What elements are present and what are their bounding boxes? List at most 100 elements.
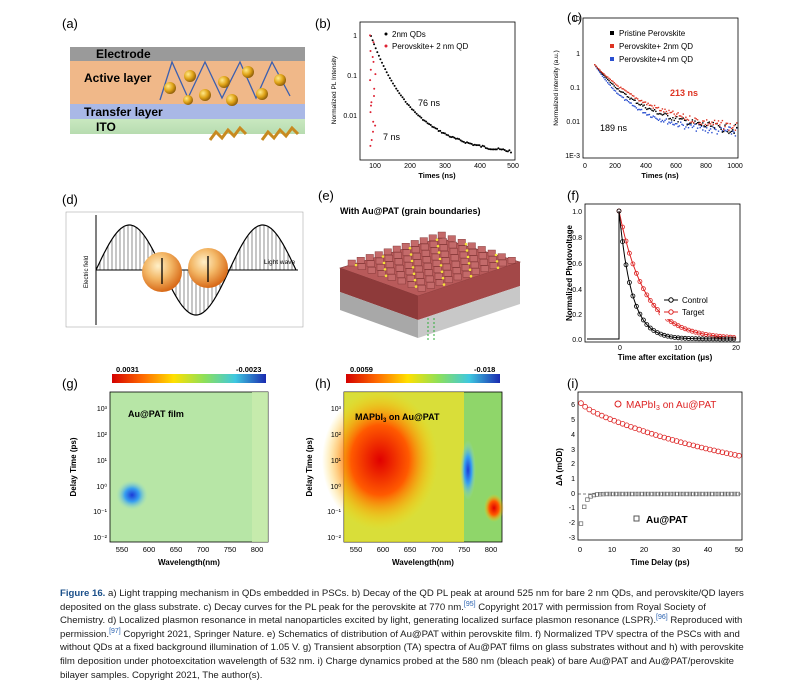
decay-point-2nm	[673, 113, 675, 115]
panel-g: (g) 0.0031 -0.0023 Au@PAT film Delay Tim…	[62, 365, 269, 567]
title-e: With Au@PAT (grain boundaries)	[340, 206, 481, 216]
ytick-i: 1	[571, 476, 575, 483]
decay-point-pristine	[631, 98, 634, 100]
ytick-f: 0.4	[572, 287, 582, 294]
dynamics-point-aupat	[722, 491, 728, 497]
decay-point-2nm	[505, 150, 508, 153]
tpv-control-point	[620, 239, 625, 245]
xtick-c: 600	[670, 163, 682, 170]
decay-point-2nm	[669, 111, 671, 114]
incident-light-wave-1	[208, 125, 248, 141]
decay-point-perovskite	[369, 144, 372, 147]
decay-point-2nm	[736, 122, 738, 124]
decay-point-2nm	[478, 144, 481, 147]
decay-point-4nm	[635, 107, 638, 109]
tpv-control-point	[724, 336, 730, 342]
decay-point-2nm	[453, 136, 456, 139]
decay-point-perovskite	[369, 34, 371, 37]
grain-block	[419, 237, 428, 244]
ytick-h: 10⁻²	[327, 535, 341, 542]
xlabel-i: Time Delay (ps)	[631, 558, 690, 567]
panel-h: (h) 0.0059 -0.018 MAPbI3 on Au@PAT Delay…	[305, 365, 504, 567]
decay-point-2nm	[488, 148, 490, 151]
decay-point-4nm	[713, 128, 716, 130]
decay-point-perovskite	[374, 73, 377, 76]
decay-point-4nm	[629, 102, 631, 104]
decay-point-4nm	[716, 133, 718, 135]
decay-data-c	[594, 64, 738, 137]
dynamics-point-aupat	[658, 491, 664, 497]
au-pat-particle	[469, 274, 473, 278]
decay-point-4nm	[652, 115, 654, 117]
decay-point-pristine	[707, 122, 709, 124]
decay-point-pristine	[672, 117, 674, 119]
dynamics-point-aupat	[726, 491, 731, 497]
dynamics-point-aupat	[633, 491, 638, 497]
legend-marker-b-red	[384, 44, 388, 48]
decay-point-2nm	[596, 66, 598, 69]
decay-point-perovskite	[372, 60, 375, 63]
ylabel-f: Normalized Photovoltage	[565, 224, 574, 321]
decay-point-4nm	[633, 105, 635, 107]
tpv-control-point	[682, 335, 688, 341]
decay-point-2nm	[475, 144, 478, 147]
decay-point-4nm	[711, 131, 713, 134]
dynamics-point-aupat	[601, 491, 606, 497]
decay-point-2nm	[395, 87, 398, 90]
decay-point-2nm	[661, 108, 664, 110]
caption-ref-96[interactable]: [96]	[656, 614, 668, 621]
decay-point-2nm	[699, 121, 701, 124]
incident-light-wave-2	[260, 125, 300, 141]
caption-text-2: Copyright 2017 with permission from Roya…	[60, 601, 706, 627]
decay-point-2nm	[382, 65, 385, 67]
grain-block	[421, 250, 430, 257]
dynamics-point-mapbi3	[732, 452, 738, 458]
decay-point-2nm	[678, 115, 681, 117]
decay-point-2nm	[425, 120, 428, 123]
decay-point-2nm	[508, 149, 511, 152]
decay-point-2nm	[637, 98, 639, 100]
grain-block	[470, 261, 479, 269]
decay-point-2nm	[670, 111, 673, 114]
decay-point-pristine	[625, 93, 627, 96]
annotation-189ns: 189 ns	[600, 123, 628, 133]
decay-point-pristine	[600, 72, 602, 74]
decay-point-2nm	[733, 125, 735, 127]
decay-point-2nm	[594, 64, 596, 66]
decay-point-2nm	[711, 121, 713, 123]
ytick-i: 2	[571, 461, 575, 468]
grain-block	[426, 282, 435, 289]
decay-point-pristine	[630, 97, 632, 99]
xtick-i: 50	[735, 545, 743, 554]
decay-point-pristine	[653, 109, 656, 111]
decay-point-4nm	[665, 118, 668, 120]
decay-point-pristine	[618, 90, 621, 92]
decay-point-2nm	[713, 119, 716, 122]
tpv-control-point	[644, 322, 650, 328]
figure-caption: Figure 16. a) Light trapping mechanism i…	[60, 587, 750, 682]
decay-point-2nm	[626, 91, 628, 93]
decay-point-2nm	[417, 114, 420, 117]
decay-point-2nm	[461, 140, 464, 143]
grain-block	[365, 254, 374, 261]
tpv-target-point	[644, 292, 650, 298]
decay-point-4nm	[681, 123, 683, 126]
decay-point-4nm	[730, 133, 733, 135]
grain-block	[467, 242, 476, 250]
legend-marker-c-blue	[610, 57, 614, 61]
decay-point-4nm	[691, 126, 694, 129]
caption-ref-95[interactable]: [95]	[463, 600, 476, 608]
decay-point-pristine	[650, 108, 652, 110]
grain-block	[385, 261, 394, 268]
legend-f-control: Control	[682, 296, 708, 305]
ylabel-i: ΔA (mOD)	[555, 448, 564, 486]
dynamics-point-aupat	[719, 491, 724, 497]
decay-point-perovskite	[372, 41, 375, 44]
dynamics-point-aupat	[636, 491, 641, 497]
au-pat-particle	[413, 278, 417, 282]
caption-ref-97[interactable]: [97]	[109, 627, 121, 635]
decay-point-2nm	[458, 138, 461, 141]
decay-point-4nm	[626, 99, 628, 102]
xtick-b: 300	[439, 163, 451, 170]
decay-point-4nm	[696, 127, 699, 129]
